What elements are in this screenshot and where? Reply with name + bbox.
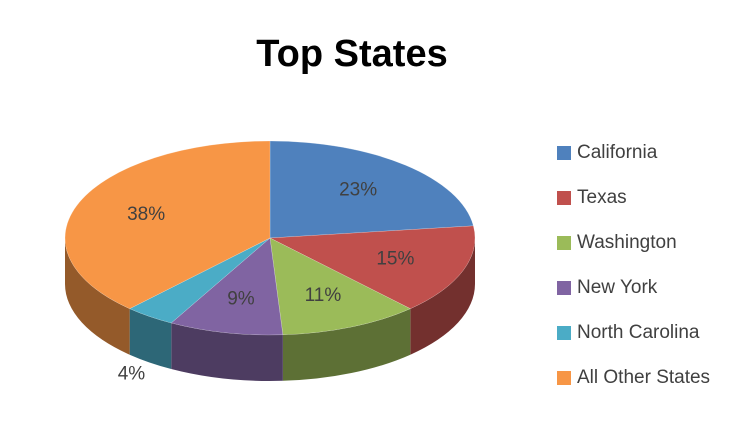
slice (64, 140, 271, 309)
data-label: 15% (376, 248, 414, 269)
legend-swatch (557, 146, 571, 160)
slice (129, 237, 271, 324)
legend-label: Washington (577, 232, 677, 253)
legend-label: All Other States (577, 367, 710, 388)
slice (269, 225, 476, 309)
slice (269, 140, 474, 239)
slice-side (65, 238, 130, 355)
chart-title: Top States (256, 33, 447, 75)
slice-side (410, 238, 475, 355)
legend-label: California (577, 142, 658, 163)
legend-swatch (557, 236, 571, 250)
legend-swatch (557, 281, 571, 295)
slice (269, 237, 411, 336)
data-label: 11% (305, 285, 342, 306)
legend-label: Texas (577, 187, 627, 208)
data-label: 4% (118, 363, 146, 384)
legend-swatch (557, 326, 571, 340)
slice-side (282, 308, 411, 381)
data-label: 9% (227, 289, 255, 310)
slice (170, 237, 284, 336)
slice-side (171, 323, 283, 381)
legend-swatch (557, 371, 571, 385)
slice-side (129, 308, 172, 370)
legend-swatch (557, 191, 571, 205)
data-label: 23% (339, 180, 377, 201)
data-label: 38% (127, 204, 165, 225)
legend-label: New York (577, 277, 658, 298)
legend-label: North Carolina (577, 322, 700, 343)
